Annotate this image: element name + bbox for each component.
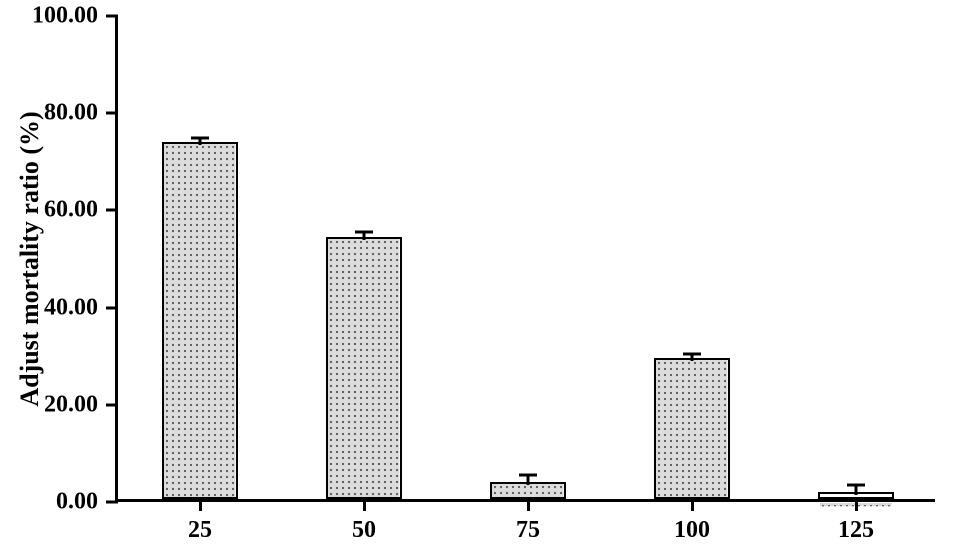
x-tick-label: 25 (188, 511, 212, 544)
x-tick-mark (363, 499, 366, 511)
x-tick-mark (199, 499, 202, 511)
x-tick-mark (691, 499, 694, 511)
x-tick-mark (527, 499, 530, 511)
bar-fill (328, 239, 399, 497)
y-tick-mark (106, 15, 118, 18)
y-tick-label: 40.00 (44, 294, 106, 321)
x-tick-label: 50 (352, 511, 376, 544)
y-tick-mark (106, 403, 118, 406)
y-tick: 80.00 (44, 100, 118, 127)
y-tick-label: 60.00 (44, 197, 106, 224)
x-tick-label: 125 (838, 511, 874, 544)
y-tick: 20.00 (44, 391, 118, 418)
x-tick-label: 75 (516, 511, 540, 544)
y-tick: 60.00 (44, 197, 118, 224)
y-tick-label: 100.00 (32, 3, 106, 30)
error-bar-cap (519, 474, 537, 477)
y-tick: 100.00 (32, 3, 118, 30)
y-tick-mark (106, 112, 118, 115)
error-bar-cap (191, 136, 209, 139)
y-tick-label: 80.00 (44, 100, 106, 127)
bar-fill (492, 484, 563, 497)
x-tick-label: 100 (674, 511, 710, 544)
bar (326, 237, 401, 499)
y-tick-label: 0.00 (56, 489, 106, 516)
bar (654, 358, 729, 499)
y-tick: 0.00 (56, 489, 118, 516)
x-tick-mark (855, 499, 858, 511)
y-tick-mark (106, 209, 118, 212)
plot-area: 0.0020.0040.0060.0080.00100.002550751001… (115, 16, 935, 502)
error-bar-cap (355, 231, 373, 234)
bar-fill (164, 144, 235, 497)
y-tick-mark (106, 306, 118, 309)
y-tick-mark (106, 501, 118, 504)
error-bar-cap (847, 483, 865, 486)
y-tick-label: 20.00 (44, 391, 106, 418)
error-bar-cap (683, 352, 701, 355)
bar (162, 142, 237, 499)
x-tick: 75 (516, 499, 540, 544)
y-axis-label: Adjust mortality ratio (%) (15, 111, 45, 406)
x-tick: 125 (838, 499, 874, 544)
x-tick: 25 (188, 499, 212, 544)
y-tick: 40.00 (44, 294, 118, 321)
chart-container: Adjust mortality ratio (%) 0.0020.0040.0… (0, 0, 972, 555)
x-tick: 100 (674, 499, 710, 544)
bar-fill (656, 360, 727, 497)
x-tick: 50 (352, 499, 376, 544)
